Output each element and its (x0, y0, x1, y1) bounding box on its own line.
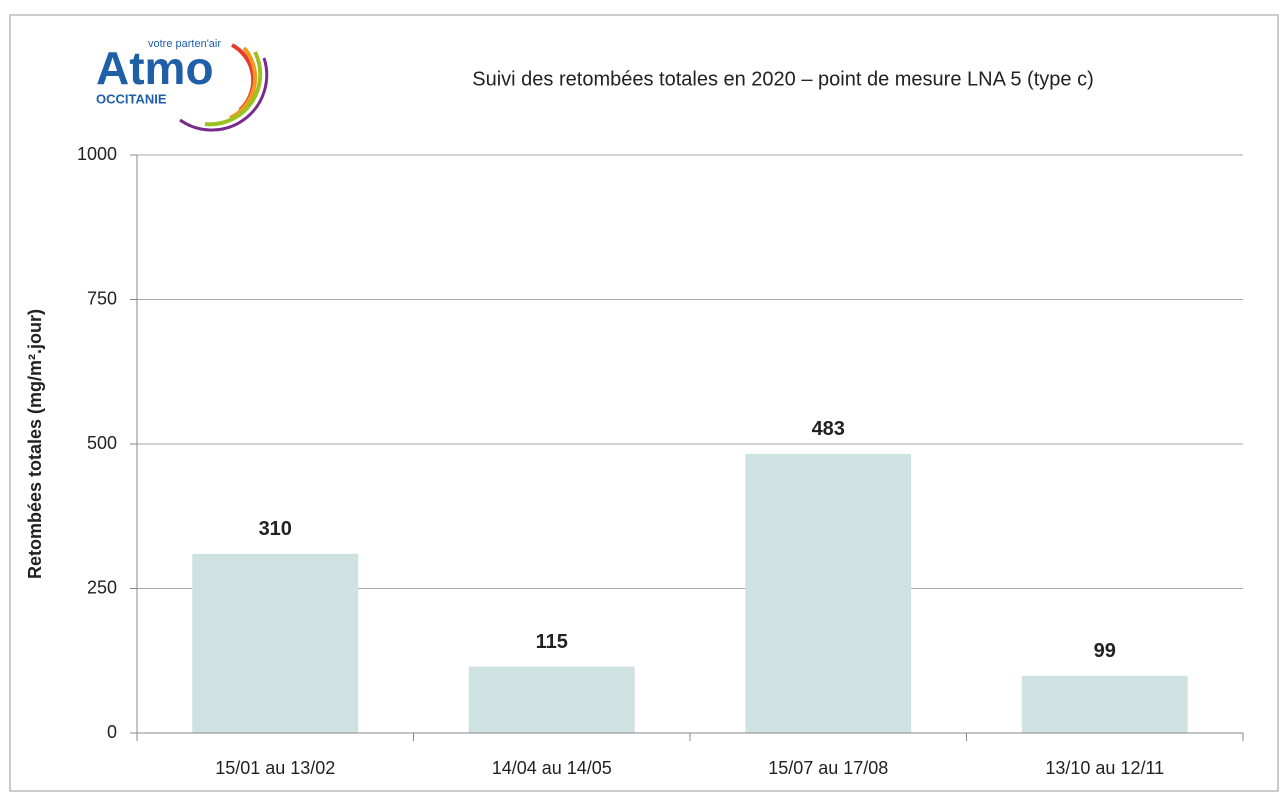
data-label: 483 (812, 418, 845, 440)
bar (468, 666, 635, 733)
x-tick-label: 15/01 au 13/02 (215, 758, 335, 778)
data-label: 310 (259, 518, 292, 540)
y-axis-label: Retombées totales (mg/m².jour) (25, 309, 45, 579)
logo-arc (229, 46, 258, 120)
logo-arc (179, 57, 269, 132)
bar (745, 453, 912, 733)
y-tick-label: 0 (107, 722, 117, 742)
logo-region: OCCITANIE (96, 91, 167, 106)
data-label: 99 (1094, 640, 1116, 662)
logo: Atmo votre parten'air OCCITANIE (96, 38, 269, 132)
y-tick-label: 750 (87, 288, 117, 308)
y-tick-label: 250 (87, 577, 117, 597)
x-tick-label: 14/04 au 14/05 (492, 758, 612, 778)
logo-name: Atmo (96, 42, 214, 94)
data-label: 115 (536, 631, 568, 653)
logo-arc (204, 51, 263, 127)
bar (192, 553, 359, 733)
bar (1021, 675, 1188, 733)
y-tick-label: 500 (87, 433, 117, 453)
logo-tagline: votre parten'air (148, 38, 221, 50)
y-tick-label: 1000 (77, 144, 117, 164)
x-tick-label: 13/10 au 12/11 (1045, 758, 1164, 778)
chart-title: Suivi des retombées totales en 2020 – po… (472, 68, 1093, 90)
x-tick-label: 15/07 au 17/08 (768, 758, 888, 778)
